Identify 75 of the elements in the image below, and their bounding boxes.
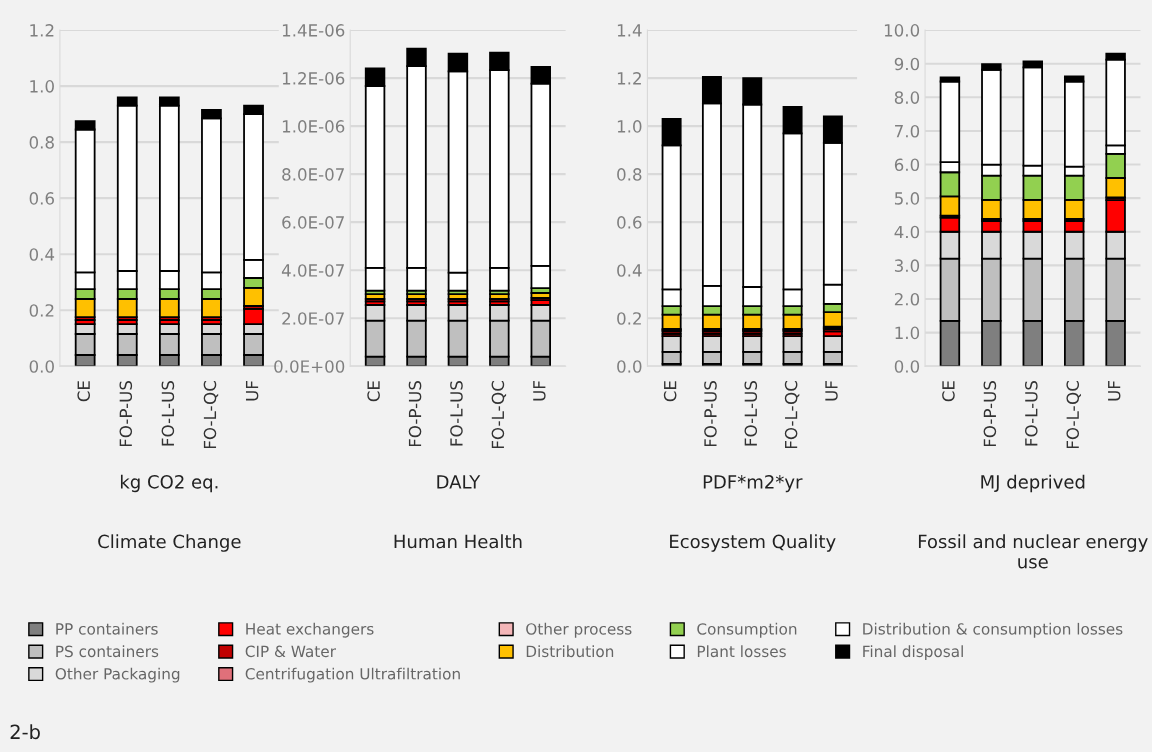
y-tick-label: 1.0 [617,120,642,133]
y-tick-label: 1.2 [30,24,54,37]
y-tick-label: 6.0E-07 [282,216,344,229]
legend-label: PS containers [56,645,159,658]
y-tick-label: 0.2 [617,312,641,325]
y-tick-label: 1.4 [617,24,642,37]
x-tick-label: UF [1108,381,1121,401]
y-tick-label: 1.0 [30,80,54,93]
legend-label: Other process [526,622,632,638]
x-tick-label: UF [245,381,259,401]
y-tick-label: 4.0 [894,225,920,239]
x-tick-label: FO-P-US [704,381,717,447]
y-tick-label: 0.0 [29,360,54,373]
y-tick-label: 8.0 [894,91,920,104]
y-tick-label: 1.0E-06 [282,120,345,133]
y-tick-label: 7.0 [895,124,920,138]
x-tick-label: FO-L-QC [1066,381,1081,449]
x-tick-label: CE [663,381,677,402]
y-tick-label: 0.4 [617,264,642,277]
x-tick-label: FO-P-US [983,381,997,447]
text: Climate Change [98,534,241,552]
x-tick-label: FO-L-QC [784,381,800,449]
y-tick-label: 5.0 [894,192,920,205]
legend-label: CIP & Water [245,645,336,658]
x-axis-title: MJ deprived [981,474,1085,493]
legend-label: Distribution [526,645,614,658]
x-tick-label: FO-L-QC [203,381,219,449]
y-tick-label: 0.8 [617,168,642,181]
y-tick-label: 10.0 [884,24,920,37]
x-tick-label: UF [533,381,546,401]
x-tick-label: UF [825,381,838,401]
legend-label: Centrifugation Ultrafiltration [245,667,460,683]
y-tick-label: 1.4E-06 [282,24,345,37]
x-tick-label: CE [77,381,90,402]
y-tick-label: 2.0E-07 [282,312,344,325]
legend-label: Heat exchangers [246,622,374,638]
y-tick-label: 9.0 [894,57,920,71]
y-tick-label: 4.0E-07 [281,264,344,277]
x-tick-label: FO-L-US [1025,381,1038,446]
y-tick-label: 1.0 [895,326,920,340]
y-tick-label: 0.2 [29,304,54,317]
x-tick-label: FO-P-US [119,381,133,447]
legend-label: Plant losses [697,645,786,658]
y-tick-label: 0.0E+00 [274,360,345,373]
legend-label: Final disposal [863,645,963,661]
x-tick-label: FO-P-US [408,381,422,447]
x-tick-label: FO-L-US [161,381,175,446]
y-tick-label: 1.2 [617,72,641,85]
x-axis-title: DALY [437,475,481,489]
y-tick-label: 0.0 [894,360,920,373]
y-tick-label: 0.0 [617,360,642,373]
y-tick-label: 0.6 [29,192,54,205]
text: 2-b [10,724,40,740]
x-tick-label: FO-L-US [450,381,463,446]
y-tick-label: 6.0 [894,158,920,172]
text: Human Health [394,534,522,549]
text: Fossil and nuclear energy use [918,534,1148,569]
legend-label: Distribution & consumption losses [863,622,1123,638]
x-axis-title: PDF*m2*yr [703,474,803,493]
y-tick-label: 3.0 [894,259,920,272]
y-tick-label: 0.4 [29,248,55,261]
text: Ecosystem Quality [670,534,836,552]
y-tick-label: 0.6 [617,216,642,229]
x-axis-title: kg CO2 eq. [120,474,218,493]
x-tick-label: FO-L-QC [491,381,507,449]
x-tick-label: CE [367,381,380,402]
y-tick-label: 8.0E-07 [282,168,344,181]
legend-label: Other Packaging [55,667,180,683]
x-tick-label: CE [942,381,955,402]
legend-label: Consumption [697,622,797,638]
legend-label: PP containers [56,622,158,635]
x-tick-label: FO-L-US [744,381,758,446]
y-tick-label: 2.0 [894,292,920,306]
y-tick-label: 0.8 [29,136,54,149]
y-tick-label: 1.2E-06 [282,72,345,85]
